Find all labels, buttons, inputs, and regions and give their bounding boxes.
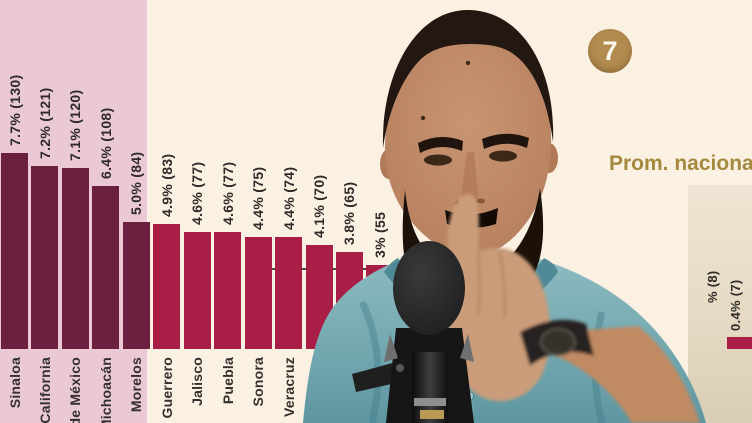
bar — [183, 231, 211, 349]
bar — [92, 186, 120, 349]
bar — [1, 153, 28, 349]
bar-partial — [727, 336, 752, 349]
bar — [275, 237, 303, 349]
microphone — [352, 241, 474, 423]
bar — [122, 221, 150, 349]
bar — [61, 168, 89, 349]
person-arm-hand — [447, 193, 700, 423]
bar — [153, 224, 181, 349]
bar — [31, 165, 59, 349]
slide-number-badge: 7 — [588, 29, 632, 73]
bar — [214, 231, 242, 349]
bar — [244, 237, 272, 349]
photo-background-strip — [688, 185, 752, 423]
national-average-label: Prom. nacional — [609, 152, 752, 175]
